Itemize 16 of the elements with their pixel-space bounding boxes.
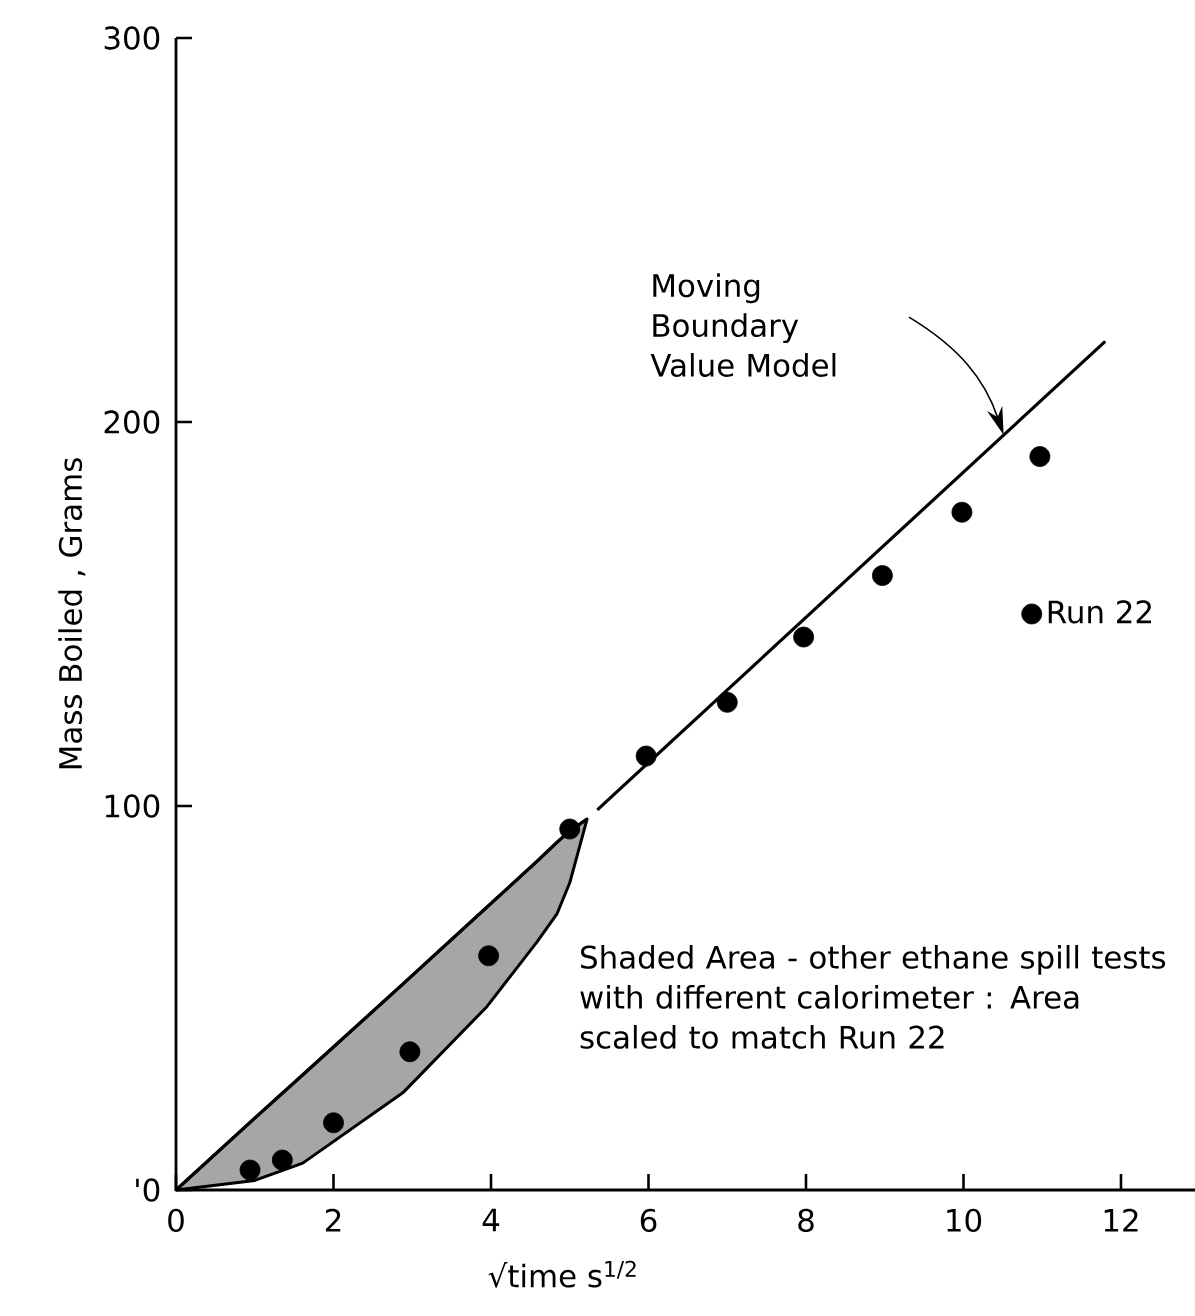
x-tick-label: 4 (482, 1208, 500, 1232)
x-tick-label: 12 (1104, 1208, 1138, 1232)
legend-label: Run 22 (1048, 600, 1151, 624)
x-tick-label: 6 (640, 1208, 657, 1233)
y-tick-label: 200 (104, 410, 160, 434)
annotation: Moving Boundary Value Model (650, 273, 836, 377)
y-tick-label: '0 (136, 1178, 160, 1202)
y-tick-label: 100 (105, 794, 160, 818)
x-tick-label: 0 (168, 1208, 184, 1233)
x-axis-title: √time s$^{1/2}$ (488, 1260, 636, 1288)
x-tick-label: 2 (325, 1208, 341, 1232)
y-axis-title: Mass Boiled , Grams (58, 458, 86, 769)
annotation: Shaded Area - other ethane spill tests with different calorimeter : Area scaled to match Run 22 (580, 944, 1166, 1049)
x-tick-label: 8 (798, 1208, 814, 1233)
x-tick-label: 10 (947, 1208, 982, 1233)
y-tick-label: 300 (104, 26, 160, 50)
